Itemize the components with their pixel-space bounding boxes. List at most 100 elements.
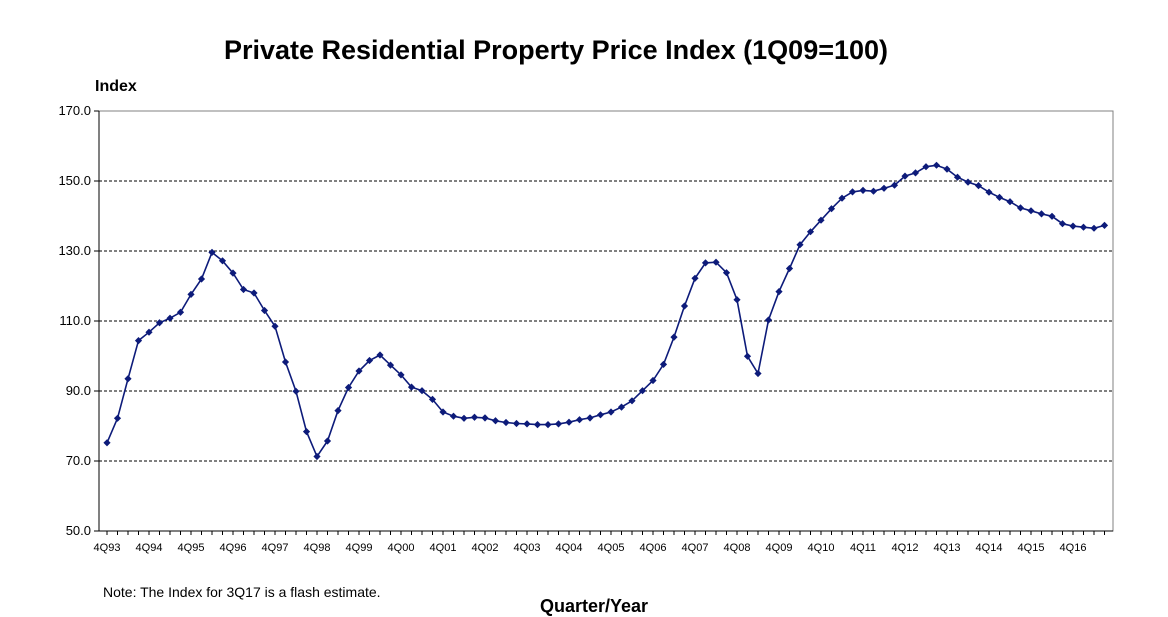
data-point [1016,204,1025,212]
data-point [271,322,279,330]
x-tick-label: 4Q03 [514,542,541,554]
data-point [187,290,195,298]
data-point [827,205,836,213]
data-point [491,417,500,425]
series-line [106,164,1105,459]
data-point [701,259,710,267]
data-point [932,161,941,169]
data-point [292,387,300,395]
data-point [533,421,542,429]
x-tick-label: 4Q05 [598,542,625,554]
x-tick-label: 4Q10 [808,542,835,554]
x-tick-label: 4Q01 [430,542,457,554]
chart-note: Note: The Index for 3Q17 is a flash esti… [103,584,381,600]
data-point [523,420,531,428]
data-point [113,414,122,422]
data-point [733,296,741,304]
data-point [260,306,269,315]
data-point [365,356,374,365]
chart-title: Private Residential Property Price Index… [224,35,888,65]
data-point [880,184,888,192]
data-point [985,188,993,196]
data-point [764,316,773,324]
data-point [470,413,479,421]
data-point [1037,210,1046,218]
x-tick-label: 4Q12 [892,542,919,554]
data-point [1027,207,1035,215]
x-tick-label: 4Q16 [1060,542,1087,554]
data-point [1058,220,1067,228]
data-point [691,274,699,282]
data-point [218,257,227,265]
data-point [890,181,899,189]
data-point [145,328,153,336]
data-point [544,421,552,429]
data-point [239,285,248,294]
x-tick-label: 4Q08 [724,542,751,554]
data-point [386,361,395,369]
data-point [1100,221,1109,229]
y-tick-label: 170.0 [58,103,91,118]
data-point [1048,212,1056,220]
x-tick-label: 4Q06 [640,542,667,554]
data-point [869,187,878,195]
x-tick-label: 4Q14 [976,542,1003,554]
data-point [596,411,605,419]
x-tick-label: 4Q07 [682,542,709,554]
data-point [344,383,353,392]
data-point [281,358,290,366]
x-tick-label: 4Q98 [304,542,331,554]
data-point [628,397,636,405]
x-axis-ticks: 4Q93 4Q94 4Q95 4Q96 4Q97 4Q98 4Q99 4Q00 4Q01 4Q02… [94,531,1105,554]
data-point [397,371,405,379]
x-tick-label: 4Q02 [472,542,499,554]
data-point [124,375,132,383]
y-axis-ticks: 50.0 70.0 90.0 110.0 130.0 150.0 170.0 [58,103,99,538]
data-point [670,333,678,341]
x-tick-label: 4Q11 [850,542,876,554]
data-point [554,420,563,428]
data-point [334,407,342,415]
data-point [848,188,857,196]
data-point [166,314,174,322]
data-point [439,408,447,416]
data-point [680,302,689,310]
x-tick-label: 4Q99 [346,542,373,554]
data-point [176,308,185,316]
gridlines [99,180,1113,462]
data-point [964,178,972,186]
y-tick-label: 150.0 [58,173,91,188]
data-point [712,258,720,266]
data-point [155,319,164,327]
data-point [512,419,521,428]
data-point [722,269,731,277]
data-point [355,367,363,375]
data-point [250,289,258,297]
y-tick-label: 50.0 [66,523,91,538]
y-tick-label: 70.0 [66,453,91,468]
data-point [743,352,752,360]
data-point [649,376,657,385]
y-tick-label: 130.0 [58,243,91,258]
y-tick-label: 90.0 [66,383,91,398]
y-axis-label: Index [95,78,137,95]
data-point [911,169,920,177]
x-tick-label: 4Q95 [178,542,205,554]
data-point [407,383,416,391]
y-tick-label: 110.0 [59,313,91,328]
data-point [229,269,237,277]
data-point [208,248,216,256]
data-point [785,264,794,273]
data-point [806,228,815,236]
data-point [418,387,426,395]
data-point [502,418,510,427]
x-tick-label: 4Q13 [934,542,961,554]
x-tick-label: 4Q94 [136,542,163,554]
data-point [754,369,762,378]
x-axis-label: Quarter/Year [540,596,648,616]
data-point [313,452,321,461]
data-point [323,437,332,445]
data-point [428,395,437,403]
series-index [103,161,1109,461]
